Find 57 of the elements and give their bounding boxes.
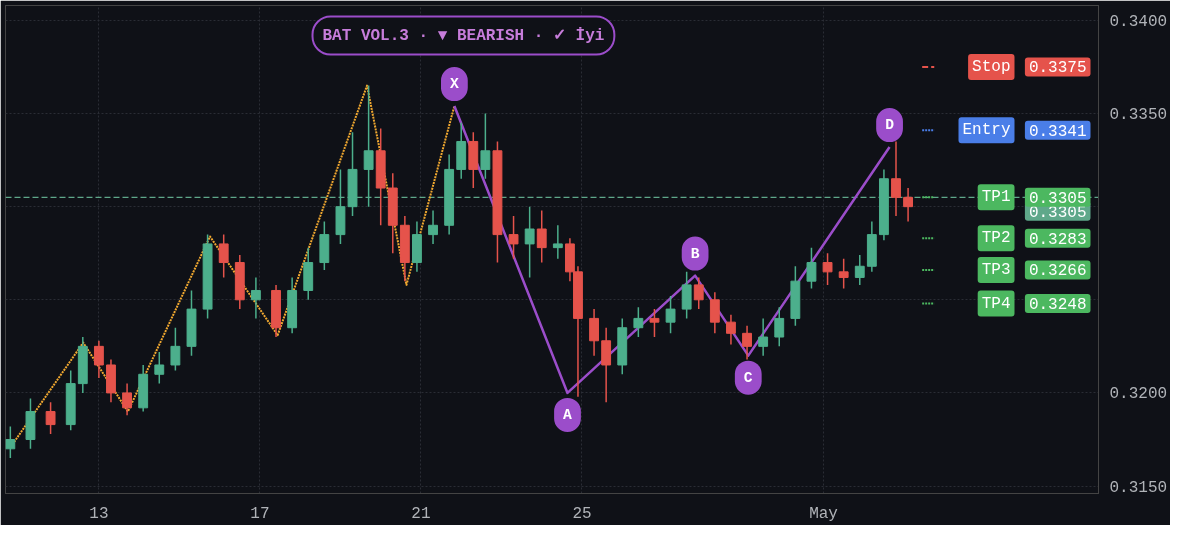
y-tick-label: 0.3400: [1109, 12, 1168, 31]
candlestick: [250, 276, 261, 320]
y-tick-label: 0.3200: [1109, 385, 1168, 404]
annotation: TP4: [981, 294, 1011, 313]
candlestick: [536, 209, 547, 264]
annotation: Stop: [972, 57, 1011, 76]
candlestick: [903, 187, 914, 223]
y-tick-label: 0.3150: [1109, 478, 1168, 497]
x-tick-label: 13: [89, 504, 109, 523]
annotation: TP1: [981, 188, 1011, 207]
candlestick: [822, 252, 833, 286]
x-tick-label: May: [809, 504, 839, 523]
annotation: TP3: [981, 260, 1011, 279]
annotation: B: [690, 245, 700, 262]
candlestick: [45, 401, 56, 435]
x-tick-label: 25: [572, 504, 592, 523]
candlestick: [170, 326, 181, 372]
annotation: D: [885, 117, 895, 134]
candlestick: [806, 246, 817, 290]
text: BAT VOL.3 · ▼ BEARISH · ✓ İyi: [322, 26, 605, 45]
annotation: A: [563, 406, 573, 423]
candlestick: [649, 308, 660, 338]
candlestick: [589, 308, 599, 357]
candlestick: [774, 306, 785, 348]
annotation: Entry: [962, 121, 1011, 140]
candlestick: [633, 306, 644, 338]
annotation: 0.3341: [1028, 122, 1087, 141]
candlestick: [665, 295, 676, 335]
candlestick: [552, 224, 563, 260]
annotation: 0.3283: [1028, 230, 1087, 249]
annotation: 0.3375: [1028, 59, 1087, 78]
annotation: TP2: [981, 229, 1011, 248]
x-tick-label: 17: [250, 504, 270, 523]
candlestick: [480, 112, 491, 180]
candlestick: [218, 233, 229, 279]
candlestick: [709, 291, 720, 335]
candlestick: [726, 313, 736, 346]
candlestick: [838, 258, 849, 290]
x-tick-label: 21: [411, 504, 431, 523]
candlestick: [122, 382, 133, 417]
candlestick: [428, 209, 438, 245]
candlestick: [508, 215, 519, 260]
candlestick: [524, 205, 535, 279]
annotation: X: [449, 76, 459, 93]
candlestick: [742, 325, 752, 361]
candlestick: [693, 276, 704, 310]
candlestick: [154, 351, 165, 385]
candlestick: [891, 140, 901, 217]
annotation: 0.3248: [1028, 296, 1087, 315]
candlestick: [363, 84, 374, 208]
candlestick: [5, 425, 16, 459]
candlestick: [758, 317, 769, 357]
candlestick: [854, 254, 865, 286]
y-tick-label: 0.3350: [1109, 106, 1168, 125]
annotation: 0.3266: [1028, 262, 1087, 281]
candlestick: [93, 340, 104, 379]
annotation: C: [743, 369, 753, 386]
